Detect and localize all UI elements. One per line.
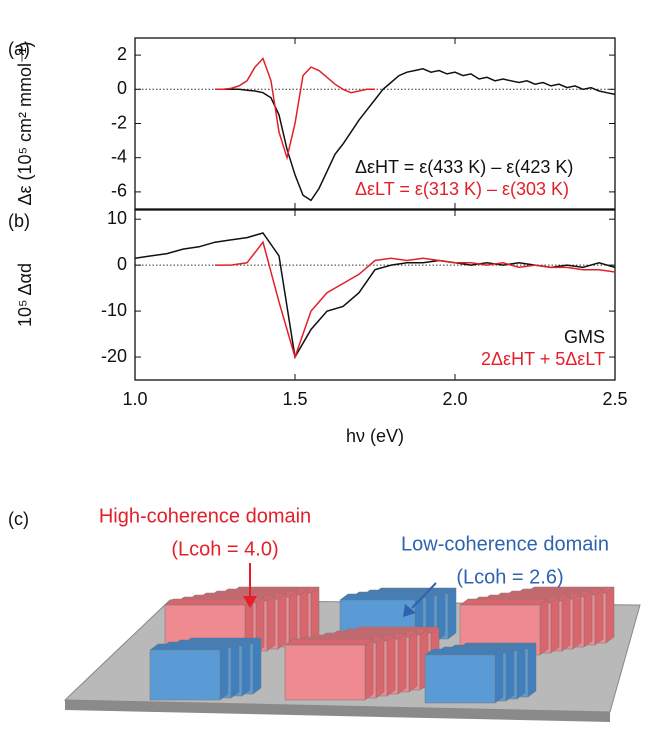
slab-side <box>375 636 385 699</box>
slab <box>424 654 496 704</box>
slab-side <box>310 586 320 644</box>
slab-side <box>505 646 515 702</box>
y-tick-label: -4 <box>111 146 127 166</box>
slab-top <box>164 598 254 606</box>
slab-side <box>299 588 309 646</box>
y-tick-label: 2 <box>117 44 127 64</box>
slab-side <box>241 639 251 697</box>
slab-side <box>550 596 560 654</box>
panel-label: (c) <box>8 509 29 529</box>
series-line <box>215 240 616 360</box>
y-tick-label: -20 <box>101 346 127 366</box>
y-tick-label: 0 <box>117 254 127 274</box>
low-domain-title: Low-coherence domain <box>401 533 609 555</box>
slab-side <box>561 594 571 652</box>
slab-side <box>494 648 504 704</box>
y-tick-label: 0 <box>117 78 127 98</box>
slab-side <box>219 643 229 701</box>
x-axis-label: hν (eV) <box>346 426 404 446</box>
series-line <box>215 68 616 202</box>
slab-side <box>447 587 457 640</box>
legend-entry: ΔεLT = ε(313 K) – ε(303 K) <box>355 179 569 199</box>
slab-top <box>149 643 229 651</box>
low-domain-label: (Lcoh = 2.6) <box>456 566 563 588</box>
slab-top <box>459 598 549 606</box>
slab-side <box>397 632 407 695</box>
series-line <box>215 57 375 161</box>
slab-side <box>364 638 374 701</box>
slab-side <box>605 586 615 644</box>
slab-top <box>339 593 424 601</box>
high-domain-label: (Lcoh = 4.0) <box>171 538 278 560</box>
plot-frame <box>134 209 616 381</box>
x-tick-label: 1.0 <box>122 389 147 409</box>
x-tick-label: 2.5 <box>602 389 627 409</box>
arrow-head <box>403 604 416 617</box>
slab-side <box>572 592 582 650</box>
slab-side <box>288 590 298 648</box>
slab-top <box>424 648 504 656</box>
slab-side <box>386 634 396 697</box>
legend-entry: GMS <box>564 327 605 347</box>
slab-side <box>516 644 526 700</box>
slab-side <box>594 588 604 646</box>
panel-label: (a) <box>8 39 30 59</box>
slab-side <box>230 641 240 699</box>
y-tick-label: 10 <box>107 208 127 228</box>
domain-diagram <box>63 586 641 722</box>
y-tick-label: -2 <box>111 112 127 132</box>
series-line <box>134 232 616 360</box>
slab <box>149 649 221 701</box>
y-tick-label: -6 <box>111 181 127 201</box>
panel-label: (b) <box>8 211 30 231</box>
slab-side <box>266 594 276 652</box>
legend-entry: 2ΔεHT + 5ΔεLT <box>481 349 605 369</box>
y-tick-label: -10 <box>101 300 127 320</box>
high-domain-title: High-coherence domain <box>99 505 311 527</box>
slab-side <box>277 592 287 650</box>
x-tick-label: 2.0 <box>442 389 467 409</box>
legend-entry: ΔεHT = ε(433 K) – ε(423 K) <box>355 157 573 177</box>
arrow-head <box>243 596 257 608</box>
slab-side <box>527 642 537 698</box>
slab-side <box>539 598 549 656</box>
y-axis-label: Δε (10⁵ cm² mmol⁻¹) <box>15 41 35 205</box>
x-tick-label: 1.5 <box>282 389 307 409</box>
arrow <box>411 582 437 609</box>
y-axis-label: 10⁵ Δαd <box>15 263 35 327</box>
substrate-edge <box>65 700 610 722</box>
slab-side <box>252 637 262 695</box>
slab-top <box>284 638 374 646</box>
slab-side <box>583 590 593 648</box>
slab-side <box>408 630 418 693</box>
slab <box>284 644 366 701</box>
